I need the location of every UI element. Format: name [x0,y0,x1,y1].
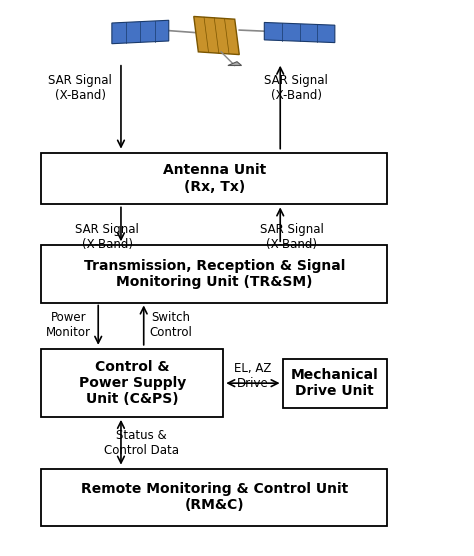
Text: Transmission, Reception & Signal
Monitoring Unit (TR&SM): Transmission, Reception & Signal Monitor… [83,259,345,289]
Text: Power
Monitor: Power Monitor [46,311,91,339]
Text: SAR Signal
(X-Band): SAR Signal (X-Band) [48,75,112,102]
Text: SAR Signal
(X-Band): SAR Signal (X-Band) [75,223,139,251]
Text: Mechanical
Drive Unit: Mechanical Drive Unit [291,368,379,398]
Polygon shape [112,20,169,44]
Bar [41,153,387,205]
Text: Antenna Unit
(Rx, Tx): Antenna Unit (Rx, Tx) [163,163,266,193]
Text: SAR Signal
(X-Band): SAR Signal (X-Band) [260,223,323,251]
Polygon shape [264,22,335,43]
Bar [41,245,387,302]
Bar [283,359,387,408]
Text: Control &
Power Supply
Unit (C&PS): Control & Power Supply Unit (C&PS) [79,360,186,406]
Bar [41,469,387,526]
Text: Status &
Control Data: Status & Control Data [104,429,179,456]
Text: Remote Monitoring & Control Unit
(RM&C): Remote Monitoring & Control Unit (RM&C) [81,482,348,513]
Bar [41,349,223,417]
Text: EL, AZ
Drive: EL, AZ Drive [234,362,272,390]
Text: SAR Signal
(X-Band): SAR Signal (X-Band) [264,75,328,102]
Polygon shape [194,17,239,54]
Text: Switch
Control: Switch Control [150,311,192,339]
Polygon shape [228,62,242,66]
